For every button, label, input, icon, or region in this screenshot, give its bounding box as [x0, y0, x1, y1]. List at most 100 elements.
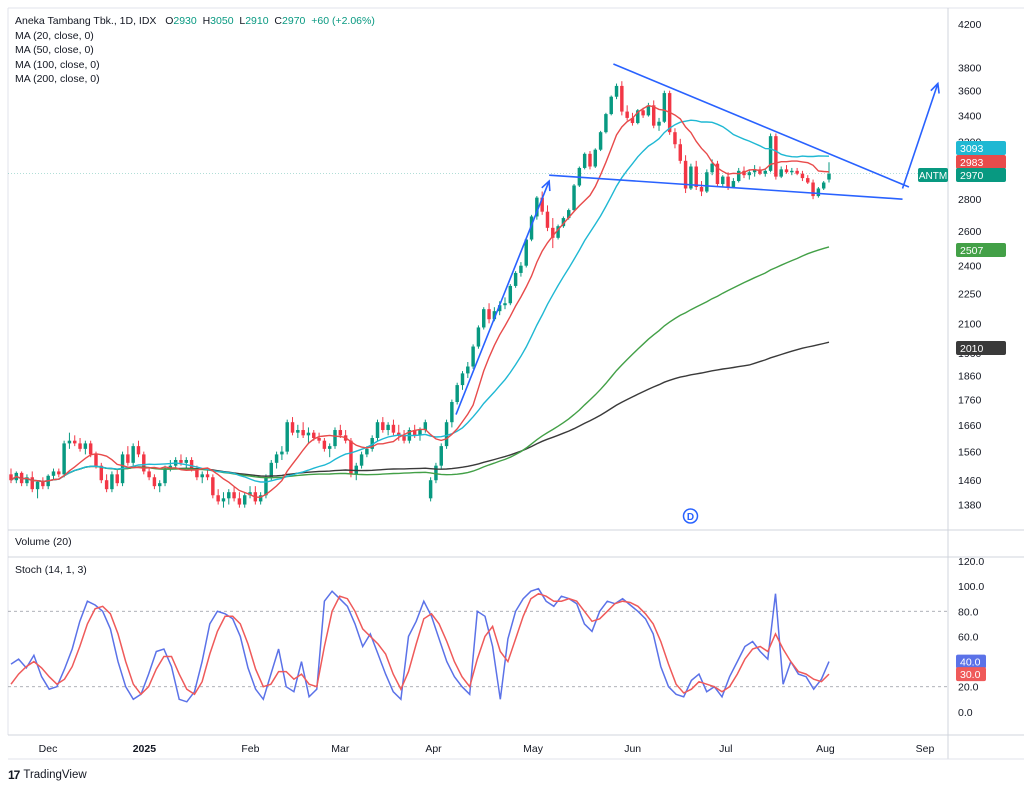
time-tick-label: May	[523, 743, 544, 755]
candle-body	[588, 153, 592, 167]
candle-body	[768, 136, 773, 171]
candle-body	[678, 144, 682, 161]
time-tick-label: Apr	[425, 743, 442, 755]
candle-body	[67, 440, 72, 444]
tradingview-brand[interactable]: 17 TradingView	[8, 768, 87, 782]
candle-body	[614, 85, 619, 97]
trendline-3[interactable]	[901, 83, 939, 189]
candle-body	[386, 424, 390, 431]
stoch-tick-label: 60.0	[958, 631, 979, 643]
price-tick-label: 4200	[958, 19, 982, 31]
candle-body	[673, 132, 677, 145]
candle-body	[423, 422, 428, 431]
candle-body	[168, 465, 173, 469]
stoch-value-badge	[956, 667, 986, 682]
trendline-2[interactable]	[549, 174, 903, 200]
candle-body	[811, 182, 815, 197]
legend-ma200[interactable]: MA (200, close, 0)	[15, 73, 100, 85]
candle-body	[747, 172, 752, 176]
candle-body	[662, 93, 667, 122]
stoch-tick-label: 80.0	[958, 606, 979, 618]
candle-body	[657, 121, 661, 126]
price-tick-label: 2100	[958, 318, 982, 330]
candle-body	[806, 178, 810, 183]
dividend-marker-label: D	[687, 512, 694, 523]
candle-body	[699, 186, 704, 192]
candle-body	[519, 265, 523, 273]
candle-body	[152, 477, 157, 487]
candle-body	[513, 272, 518, 286]
candle-body	[598, 132, 603, 150]
candle-body	[158, 483, 162, 487]
candle-body	[232, 492, 236, 499]
candle-body	[131, 446, 135, 463]
candle-body	[567, 210, 571, 219]
candle-body	[497, 305, 502, 312]
stoch-tick-label: 120.0	[958, 556, 984, 568]
close-label: C	[274, 15, 283, 27]
candle-body	[136, 446, 141, 455]
price-label-badge	[956, 155, 1006, 169]
legend-ma100[interactable]: MA (100, close, 0)	[15, 59, 100, 71]
candle-body	[338, 430, 343, 436]
trendline-1[interactable]	[613, 63, 910, 188]
candle-body	[301, 430, 305, 436]
high-label: H	[202, 15, 211, 27]
candle-body	[25, 477, 29, 484]
low-value: 2910	[245, 15, 269, 27]
price-tick-label: 1660	[958, 420, 982, 432]
candle-body	[694, 166, 698, 187]
candle-body	[604, 114, 608, 133]
candle-body	[391, 424, 396, 433]
candle-body	[439, 446, 443, 466]
close-value: 2970	[282, 15, 306, 27]
stoch-pane-title[interactable]: Stoch (14, 1, 3)	[15, 564, 87, 576]
dividend-marker-icon[interactable]	[682, 508, 699, 524]
candle-body	[264, 477, 268, 496]
candle-body	[418, 430, 422, 436]
price-label-value: 2983	[960, 157, 984, 169]
candle-body	[142, 454, 146, 472]
candle-body	[104, 480, 109, 490]
candle-body	[88, 443, 93, 455]
ma50-line	[10, 119, 830, 483]
candle-body	[227, 492, 231, 499]
brand-label: TradingView	[23, 769, 87, 781]
candle-body	[450, 402, 454, 423]
candle-body	[524, 239, 528, 266]
candle-body	[460, 373, 465, 386]
candle-body	[51, 471, 56, 476]
candle-body	[237, 498, 242, 505]
candle-body	[715, 163, 720, 185]
candle-body	[763, 170, 767, 174]
legend-ma50[interactable]: MA (50, close, 0)	[15, 44, 94, 56]
candle-body	[83, 443, 88, 449]
candle-body	[9, 474, 13, 481]
price-label-badge	[956, 243, 1006, 257]
candle-body	[705, 172, 709, 192]
legend-ma20[interactable]: MA (20, close, 0)	[15, 30, 94, 42]
candle-body	[710, 163, 714, 173]
candle-body	[487, 309, 491, 320]
low-label: L	[239, 15, 246, 27]
price-label-badge	[956, 141, 1006, 155]
candle-body	[73, 440, 77, 444]
candle-body	[540, 197, 544, 212]
candle-body	[466, 366, 470, 374]
price-tick-label: 3400	[958, 110, 982, 122]
time-tick-label: Feb	[241, 743, 259, 755]
stoch-value-label: 30.0	[960, 669, 981, 681]
candle-body	[184, 459, 189, 463]
candle-body	[30, 477, 34, 490]
price-label-value: 2970	[960, 170, 984, 182]
candle-body	[790, 170, 794, 173]
trendline-0[interactable]	[455, 180, 550, 415]
volume-pane-title[interactable]: Volume (20)	[15, 536, 72, 548]
time-tick-label: 2025	[133, 743, 157, 755]
candle-body	[646, 105, 651, 116]
price-label-badge	[956, 168, 1006, 182]
candle-body	[593, 149, 598, 167]
candle-body	[242, 495, 247, 505]
ticker-tag-label: ANTM	[919, 171, 947, 182]
candle-body	[827, 173, 831, 180]
